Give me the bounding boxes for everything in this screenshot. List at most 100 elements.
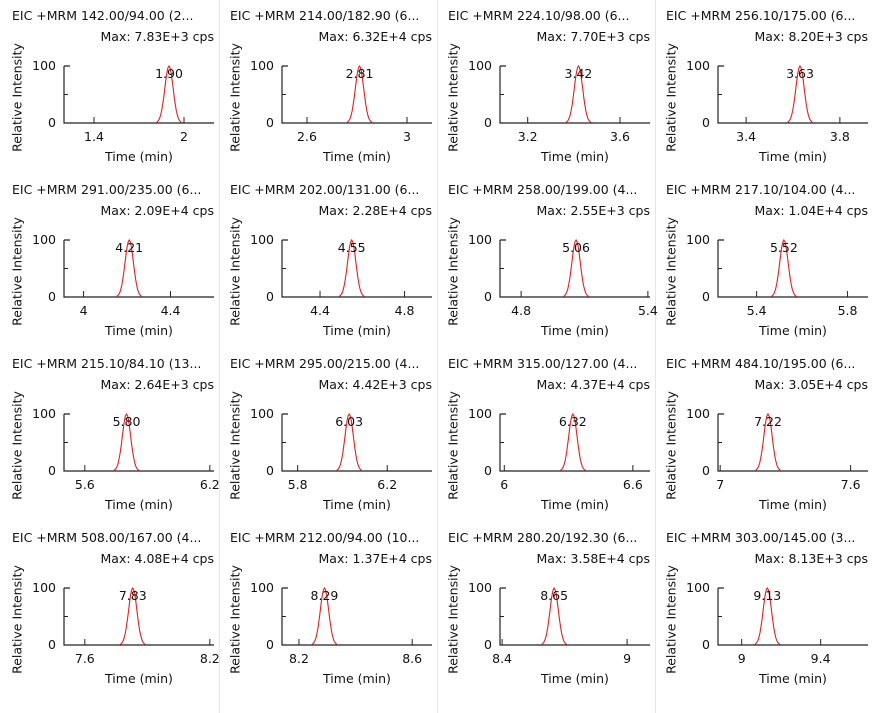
- max-intensity-label: Max: 2.64E+3 cps: [100, 377, 214, 392]
- peak-rt-label: 9.13: [753, 588, 781, 603]
- x-tick-label: 8.2: [289, 651, 309, 666]
- x-tick-label: 6.2: [377, 477, 397, 492]
- x-axis-label: Time (min): [105, 497, 173, 512]
- y-tick-label: 100: [32, 406, 56, 421]
- x-axis-label: Time (min): [323, 323, 391, 338]
- peak-rt-label: 5.80: [113, 414, 141, 429]
- y-tick-label: 0: [702, 463, 710, 478]
- x-tick-label: 6.2: [200, 477, 220, 492]
- y-tick-label: 0: [702, 289, 710, 304]
- peak-trace: [787, 64, 813, 123]
- max-intensity-label: Max: 1.37E+4 cps: [318, 551, 432, 566]
- max-intensity-label: Max: 4.37E+4 cps: [536, 377, 650, 392]
- x-axis-label: Time (min): [541, 149, 609, 164]
- y-tick-label: 0: [702, 637, 710, 652]
- axes: [717, 413, 868, 472]
- y-tick-label: 100: [468, 406, 492, 421]
- chart-title: EIC +MRM 508.00/167.00 (4...: [12, 530, 202, 545]
- plot-area: 0 100 9 9.4 9.13: [686, 580, 868, 666]
- max-intensity-label: Max: 3.58E+4 cps: [536, 551, 650, 566]
- axes: [499, 587, 650, 646]
- chromatogram-panel: EIC +MRM 214.00/182.90 (6... Max: 6.32E+4…: [218, 0, 436, 174]
- max-intensity-label: Max: 4.42E+3 cps: [318, 377, 432, 392]
- x-tick-label: 3.2: [518, 129, 538, 144]
- x-tick-label: 8.2: [200, 651, 220, 666]
- plot-area: 0 100 4.8 5.4 5.06: [468, 232, 658, 318]
- max-intensity-label: Max: 3.05E+4 cps: [754, 377, 868, 392]
- x-tick-label: 3.4: [736, 129, 756, 144]
- axes: [499, 413, 650, 472]
- plot-area: 0 100 6 6.6 6.32: [468, 406, 650, 492]
- peak-trace: [346, 64, 373, 123]
- x-axis-label: Time (min): [323, 497, 391, 512]
- plot-area: 0 100 8.4 9 8.65: [468, 580, 650, 666]
- y-tick-label: 0: [48, 289, 56, 304]
- y-tick-label: 100: [468, 232, 492, 247]
- peak-trace: [116, 238, 143, 297]
- x-tick-label: 4.8: [395, 303, 415, 318]
- peak-rt-label: 7.83: [119, 588, 147, 603]
- y-tick-label: 100: [250, 58, 274, 73]
- chart-title: EIC +MRM 303.00/145.00 (3...: [666, 530, 856, 545]
- plot-area: 0 100 4 4.4 4.21: [32, 232, 214, 318]
- peak-trace: [338, 238, 365, 297]
- axes: [717, 587, 868, 646]
- max-intensity-label: Max: 2.55E+3 cps: [536, 203, 650, 218]
- plot-area: 0 100 1.4 2 1.90: [32, 58, 214, 144]
- x-axis-label: Time (min): [541, 497, 609, 512]
- x-tick-label: 9.4: [811, 651, 831, 666]
- plot-area: 0 100 3.4 3.8 3.63: [686, 58, 868, 144]
- x-axis-label: Time (min): [541, 671, 609, 686]
- chromatogram-panel: EIC +MRM 215.10/84.10 (13... Max: 2.64E+3…: [0, 348, 220, 522]
- chart-title: EIC +MRM 256.10/175.00 (6...: [666, 8, 856, 23]
- peak-rt-label: 8.65: [540, 588, 568, 603]
- chromatogram-panel: EIC +MRM 315.00/127.00 (4... Max: 4.37E+4…: [436, 348, 654, 522]
- y-tick-label: 0: [48, 637, 56, 652]
- x-tick-label: 6.6: [623, 477, 643, 492]
- x-axis-label: Time (min): [323, 149, 391, 164]
- axes: [281, 239, 432, 298]
- chart-title: EIC +MRM 280.20/192.30 (6...: [448, 530, 638, 545]
- chromatogram-panel: EIC +MRM 291.00/235.00 (6... Max: 2.09E+4…: [0, 174, 218, 348]
- chart-title: EIC +MRM 291.00/235.00 (6...: [12, 182, 202, 197]
- x-tick-label: 7: [716, 477, 724, 492]
- peak-rt-label: 4.21: [115, 240, 143, 255]
- x-tick-label: 7.6: [75, 651, 95, 666]
- chart-title: EIC +MRM 142.00/94.00 (2...: [12, 8, 194, 23]
- x-axis-label: Time (min): [759, 149, 827, 164]
- chromatogram-panel: EIC +MRM 303.00/145.00 (3... Max: 8.13E+3…: [654, 522, 872, 696]
- plot-area: 0 100 7.6 8.2 7.83: [32, 580, 220, 666]
- x-tick-label: 3: [403, 129, 411, 144]
- y-tick-label: 100: [686, 406, 710, 421]
- peak-rt-label: 8.29: [311, 588, 339, 603]
- y-tick-label: 100: [250, 406, 274, 421]
- chromatogram-panel: EIC +MRM 217.10/104.00 (4... Max: 1.04E+4…: [654, 174, 872, 348]
- x-tick-label: 8.6: [402, 651, 422, 666]
- x-axis-label: Time (min): [759, 671, 827, 686]
- x-axis-label: Time (min): [759, 497, 827, 512]
- chromatogram-panel: EIC +MRM 280.20/192.30 (6... Max: 3.58E+4…: [436, 522, 654, 696]
- y-tick-label: 100: [468, 58, 492, 73]
- x-axis-label: Time (min): [323, 671, 391, 686]
- peak-rt-label: 1.90: [155, 66, 183, 81]
- axes: [717, 239, 868, 298]
- peak-trace: [565, 64, 592, 123]
- axes: [281, 65, 432, 124]
- axes: [499, 65, 650, 124]
- max-intensity-label: Max: 7.70E+3 cps: [536, 29, 650, 44]
- peak-rt-label: 6.03: [335, 414, 363, 429]
- y-tick-label: 0: [266, 289, 274, 304]
- y-tick-label: 0: [484, 637, 492, 652]
- y-tick-label: 0: [484, 463, 492, 478]
- x-tick-label: 3.6: [610, 129, 630, 144]
- y-tick-label: 100: [32, 580, 56, 595]
- y-tick-label: 100: [32, 232, 56, 247]
- max-intensity-label: Max: 7.83E+3 cps: [100, 29, 214, 44]
- axes: [63, 413, 214, 472]
- max-intensity-label: Max: 4.08E+4 cps: [100, 551, 214, 566]
- peak-trace: [754, 586, 781, 645]
- peak-rt-label: 6.32: [559, 414, 587, 429]
- x-tick-label: 4.4: [161, 303, 181, 318]
- chart-title: EIC +MRM 215.10/84.10 (13...: [12, 356, 202, 371]
- plot-area: 0 100 3.2 3.6 3.42: [468, 58, 650, 144]
